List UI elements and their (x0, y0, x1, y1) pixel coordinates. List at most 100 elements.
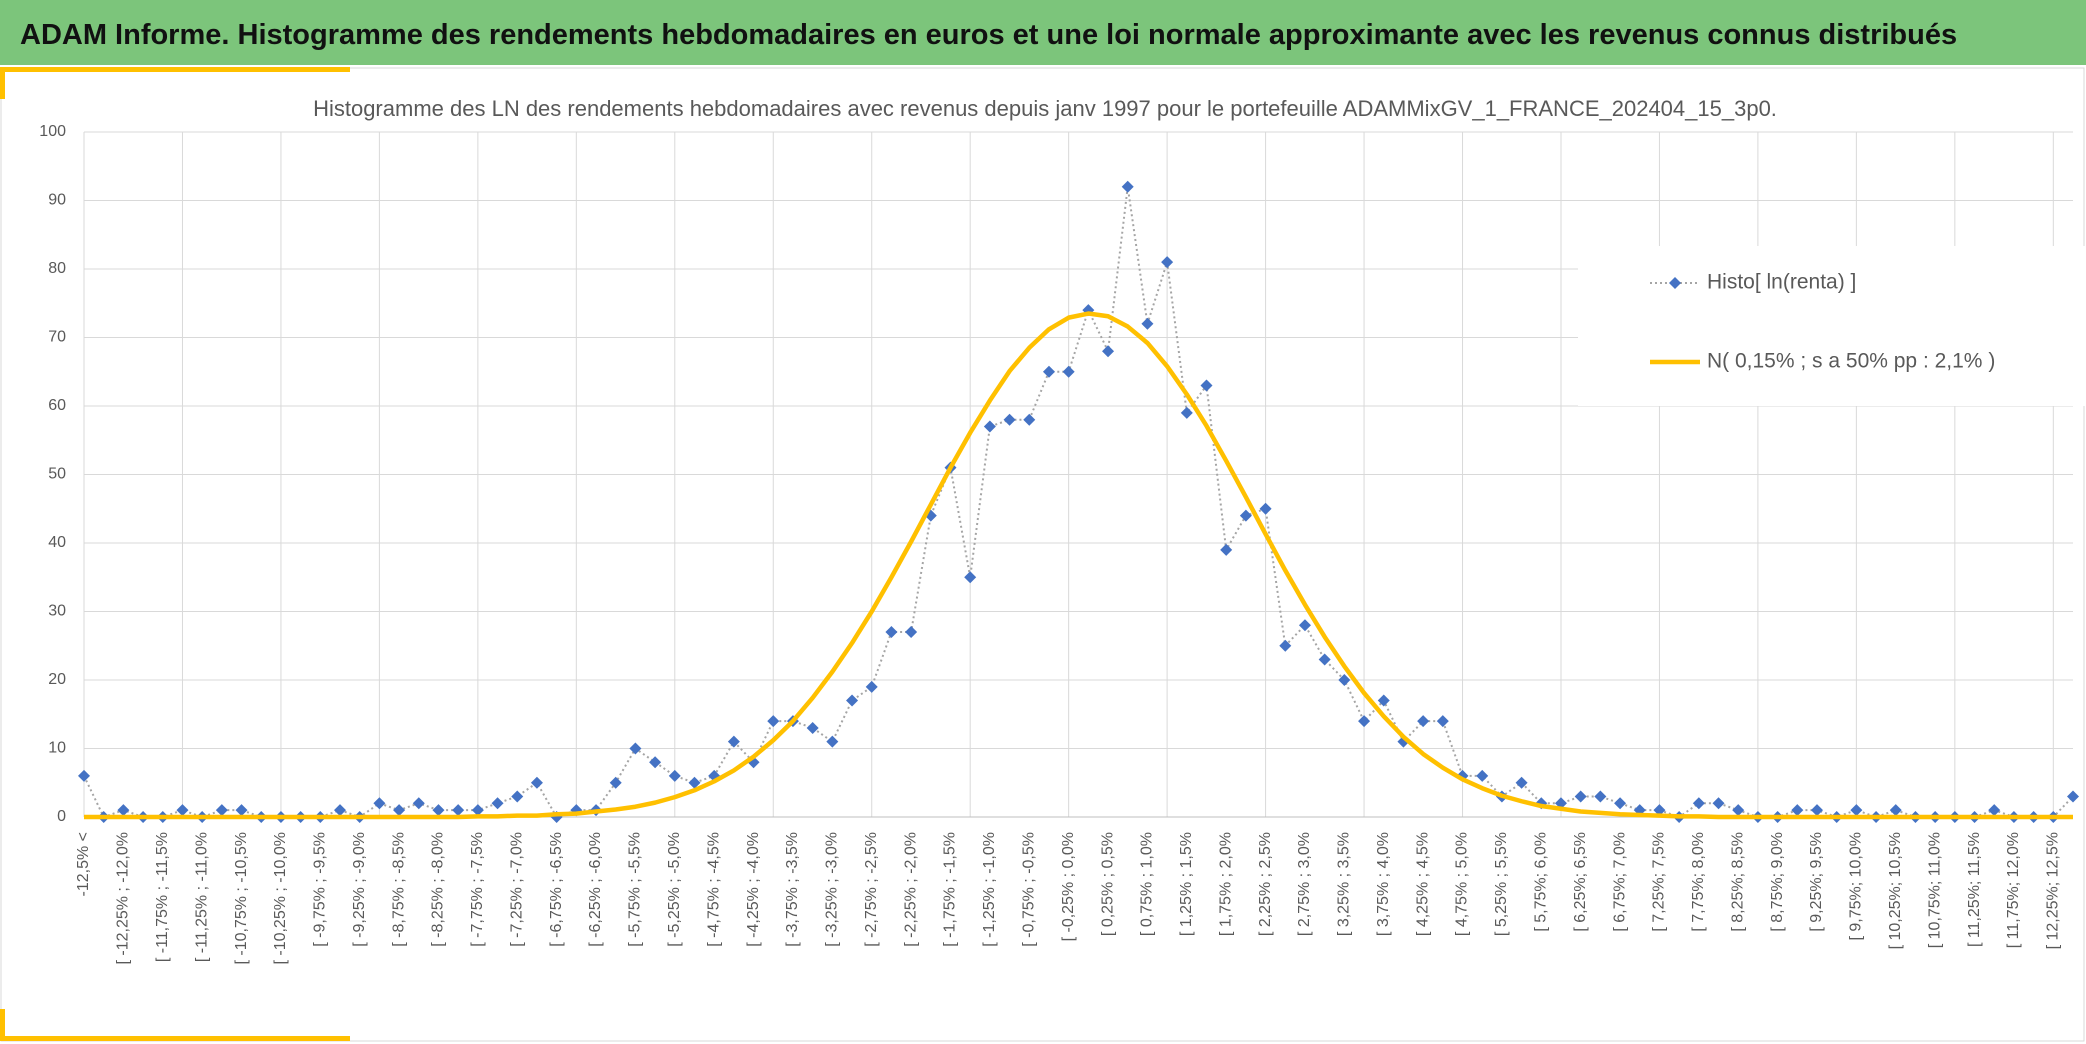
x-tick-label: [ -1,75% ; -1,5% (942, 832, 959, 947)
data-point (1988, 804, 2001, 817)
x-tick-label: [ 2,75% ; 3,0% (1296, 832, 1313, 936)
data-point (964, 571, 977, 584)
x-tick-label: [ 0,25% ; 0,5% (1099, 832, 1116, 936)
data-point (983, 420, 996, 433)
data-point (1042, 365, 1055, 378)
data-point (1377, 694, 1390, 707)
data-point (865, 680, 878, 693)
x-tick-label: [ -7,75% ; -7,5% (469, 832, 486, 947)
legend-box (1578, 246, 2086, 406)
x-tick-label: [ -6,75% ; -6,5% (548, 832, 565, 947)
x-tick-label: [ 1,75% ; 2,0% (1217, 832, 1234, 936)
data-point (1200, 379, 1213, 392)
x-tick-label: [ 1,25% ; 1,5% (1178, 832, 1195, 936)
data-point (117, 804, 130, 817)
data-point (1889, 804, 1902, 817)
data-point (471, 804, 484, 817)
x-tick-label: [ -1,25% ; -1,0% (981, 832, 998, 947)
x-tick-label: [ -8,75% ; -8,5% (390, 832, 407, 947)
legend-marker (1669, 277, 1681, 289)
header-title: ADAM Informe. Histogramme des rendements… (20, 19, 1958, 51)
data-point (1614, 797, 1627, 810)
x-tick-label: [ 11,75%; 12,0% (2005, 832, 2022, 948)
x-tick-label: [ 7,75%; 8,0% (1690, 832, 1707, 932)
data-point (1515, 776, 1528, 789)
accent (0, 67, 350, 72)
data-point (235, 804, 248, 817)
data-point (215, 804, 228, 817)
data-point (609, 776, 622, 789)
x-tick-label: [ 6,25%; 6,5% (1572, 832, 1589, 932)
data-point (432, 804, 445, 817)
y-tick-label: 10 (48, 740, 66, 757)
data-point (1712, 797, 1725, 810)
legend-label: N( 0,15% ; s a 50% pp : 2,1% ) (1707, 350, 1995, 373)
y-tick-label: 0 (57, 808, 66, 825)
data-point (1358, 715, 1371, 728)
x-tick-label: -12,5% < (75, 832, 92, 896)
data-point (846, 694, 859, 707)
data-point (1161, 256, 1174, 269)
data-point (1003, 413, 1016, 426)
data-point (176, 804, 189, 817)
x-tick-label: [ -6,25% ; -6,0% (587, 832, 604, 947)
data-point (1279, 639, 1292, 652)
y-tick-label: 100 (39, 123, 66, 140)
x-tick-label: [ 12,25%; 12,5% (2045, 832, 2062, 949)
data-point (1594, 790, 1607, 803)
data-point (1102, 345, 1115, 358)
data-point (649, 756, 662, 769)
legend-label: Histo[ ln(renta) ] (1707, 271, 1856, 294)
x-tick-label: [ -4,75% ; -4,5% (705, 832, 722, 947)
data-point (530, 776, 543, 789)
data-point (511, 790, 524, 803)
x-tick-label: [ -2,25% ; -2,0% (902, 832, 919, 947)
x-tick-label: [ 7,25%; 7,5% (1651, 832, 1668, 932)
x-tick-label: [ 11,25%; 11,5% (1966, 832, 1983, 947)
data-point (452, 804, 465, 817)
chart-title: Histogramme des LN des rendements hebdom… (313, 96, 1777, 121)
x-tick-label: [ -9,25% ; -9,0% (351, 832, 368, 947)
data-point (1180, 406, 1193, 419)
x-tick-label: [ -4,25% ; -4,0% (745, 832, 762, 947)
y-tick-label: 70 (48, 329, 66, 346)
data-point (1417, 715, 1430, 728)
x-tick-label: [ 8,75%; 9,0% (1769, 832, 1786, 932)
data-point (826, 735, 839, 748)
x-tick-label: [ 2,25% ; 2,5% (1257, 832, 1274, 936)
accent (0, 67, 5, 99)
y-tick-label: 20 (48, 671, 66, 688)
data-point (412, 797, 425, 810)
x-tick-label: [ -10,25% ; -10,0% (272, 832, 289, 965)
chart: Histogramme des LN des rendements hebdom… (0, 67, 2086, 1042)
data-point (393, 804, 406, 817)
x-tick-label: [ 5,75%; 6,0% (1533, 832, 1550, 932)
y-tick-label: 50 (48, 466, 66, 483)
accent (0, 1036, 350, 1041)
y-tick-label: 60 (48, 397, 66, 414)
data-point (1810, 804, 1823, 817)
x-tick-label: [ 10,25%; 10,5% (1887, 832, 1904, 949)
data-point (1653, 804, 1666, 817)
x-tick-label: [ -9,75% ; -9,5% (312, 832, 329, 947)
data-point (373, 797, 386, 810)
x-tick-label: [ -0,25% ; 0,0% (1060, 832, 1077, 941)
data-point (2067, 790, 2079, 803)
data-point (1259, 502, 1272, 515)
x-tick-label: [ -11,25% ; -11,0% (193, 832, 210, 962)
x-tick-label: [ 5,25% ; 5,5% (1493, 832, 1510, 936)
chart-frame (0, 67, 2085, 1042)
data-point (1023, 413, 1036, 426)
header-bar: ADAM Informe. Histogramme des rendements… (0, 0, 2086, 65)
x-tick-label: [ 6,75%; 7,0% (1611, 832, 1628, 932)
x-tick-label: [ 10,75%; 11,0% (1926, 832, 1943, 948)
x-tick-label: [ -10,75% ; -10,5% (233, 832, 250, 965)
data-point (334, 804, 347, 817)
x-tick-label: [ -12,25% ; -12,0% (115, 832, 132, 965)
x-tick-label: [ 9,25%; 9,5% (1808, 832, 1825, 932)
x-tick-label: [ -3,75% ; -3,5% (784, 832, 801, 947)
data-point (1732, 804, 1745, 817)
accent (0, 1009, 5, 1041)
data-point (1220, 543, 1233, 556)
